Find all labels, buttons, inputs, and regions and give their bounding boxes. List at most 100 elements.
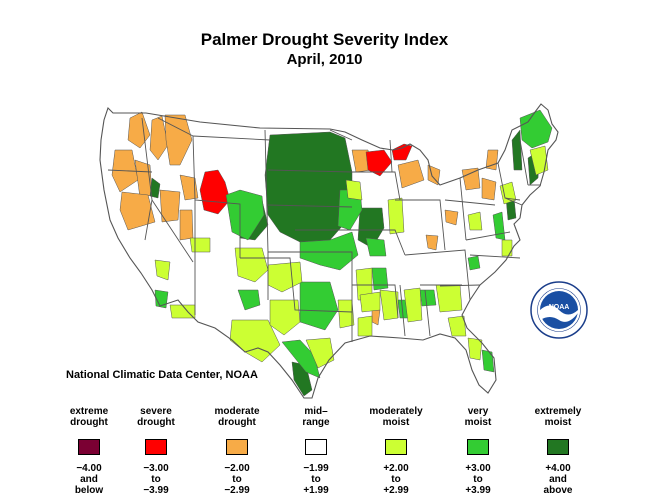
noaa-logo: NOAA	[530, 281, 588, 344]
region-moderate	[164, 114, 193, 166]
region-moderate	[127, 111, 151, 149]
legend-range: +3.99	[465, 485, 491, 496]
legend-swatch	[145, 439, 167, 455]
legend-label: moist	[544, 417, 572, 428]
data-source-credit: National Climatic Data Center, NOAA	[66, 369, 258, 381]
legend-item: moderately moist +2.00 to +2.99	[356, 404, 436, 496]
region-moderately-moist	[305, 337, 335, 369]
legend-range: −2.99	[224, 485, 250, 496]
legend-label: moist	[382, 417, 410, 428]
region-moderate	[481, 177, 497, 201]
region-moderately-moist	[435, 284, 463, 313]
region-moderate	[425, 234, 439, 251]
legend-swatch	[547, 439, 569, 455]
legend-label: mid–	[304, 406, 328, 417]
legend-range: −1.99	[303, 463, 329, 474]
legend-range: −3.99	[143, 485, 169, 496]
legend-swatch	[78, 439, 100, 455]
legend-label: drought	[137, 417, 175, 428]
region-moderately-moist	[189, 237, 211, 253]
region-moderately-moist	[357, 315, 373, 337]
legend-swatch	[305, 439, 327, 455]
legend-item: extreme drought −4.00 and below	[49, 404, 129, 496]
legend-range: to	[151, 474, 161, 485]
region-very-moist	[225, 189, 265, 241]
region-moderate	[371, 309, 381, 326]
region-moderate	[397, 159, 425, 189]
region-moderate	[149, 115, 169, 161]
region-moderately-moist	[345, 179, 363, 201]
legend-label: moist	[464, 417, 492, 428]
region-very-moist	[467, 255, 481, 271]
region-very-moist	[365, 237, 387, 257]
legend-range: and	[549, 474, 567, 485]
legend-swatch	[467, 439, 489, 455]
climate-division-regions	[111, 109, 553, 397]
legend-item: moderate drought −2.00 to −2.99	[197, 404, 277, 496]
region-moderate	[179, 174, 199, 201]
region-moderately-moist	[359, 291, 381, 313]
region-moderately-moist	[403, 287, 423, 323]
legend-range: −2.00	[224, 463, 250, 474]
region-moderate	[461, 167, 481, 191]
region-moderately-moist	[387, 197, 405, 235]
legend-label: drought	[70, 417, 108, 428]
region-severe	[365, 149, 393, 177]
legend-range: to	[232, 474, 242, 485]
legend-label: extremely	[534, 406, 582, 417]
region-extremely-moist	[511, 129, 523, 171]
legend-label: severe	[140, 406, 172, 417]
map-subtitle: April, 2010	[286, 51, 363, 68]
region-moderate	[179, 209, 194, 241]
region-severe	[199, 169, 231, 215]
region-very-moist	[481, 349, 495, 373]
legend-item: very moist +3.00 to +3.99	[438, 404, 518, 496]
legend-label: moderate	[214, 406, 260, 417]
region-moderately-moist	[337, 299, 355, 329]
legend-range: to	[473, 474, 483, 485]
legend-range: below	[74, 485, 104, 496]
region-extremely-moist	[357, 207, 385, 249]
legend-range: +4.00	[545, 463, 571, 474]
region-very-moist	[492, 211, 506, 241]
region-moderately-moist	[379, 289, 399, 321]
legend-range: −4.00	[76, 463, 102, 474]
legend-label: drought	[218, 417, 256, 428]
region-very-moist	[299, 231, 359, 271]
legend-range: +2.99	[383, 485, 409, 496]
legend-label: very	[467, 406, 489, 417]
region-severe	[391, 143, 413, 161]
legend-item: extremely moist +4.00 and above	[518, 404, 598, 496]
legend-range: +2.00	[383, 463, 409, 474]
region-moderately-moist	[447, 315, 467, 337]
legend-range: to	[311, 474, 321, 485]
legend-range: and	[80, 474, 98, 485]
region-very-moist	[299, 281, 339, 331]
region-moderate	[444, 209, 459, 226]
legend-range: above	[543, 485, 573, 496]
region-moderately-moist	[154, 259, 171, 281]
state-borders	[107, 117, 541, 342]
region-very-moist	[281, 339, 321, 379]
legend-label: range	[302, 417, 330, 428]
legend-item: mid– range −1.99 to +1.99	[276, 404, 356, 496]
region-very-moist	[371, 267, 389, 291]
legend-swatch	[385, 439, 407, 455]
region-moderately-moist	[467, 337, 483, 361]
region-moderate	[485, 149, 499, 171]
map-title: Palmer Drought Severity Index	[200, 30, 449, 49]
region-very-moist	[237, 289, 261, 311]
region-very-moist	[519, 109, 553, 149]
legend-swatch	[226, 439, 248, 455]
region-very-moist	[419, 289, 437, 307]
region-moderately-moist	[234, 247, 269, 283]
region-moderately-moist	[529, 145, 549, 176]
legend-range: +3.00	[465, 463, 491, 474]
legend-range: +1.99	[303, 485, 329, 496]
region-moderate	[159, 189, 181, 223]
region-moderately-moist	[467, 211, 483, 231]
legend-range: −3.00	[143, 463, 169, 474]
legend-item: severe drought −3.00 to −3.99	[116, 404, 196, 496]
legend-label: extreme	[69, 406, 109, 417]
